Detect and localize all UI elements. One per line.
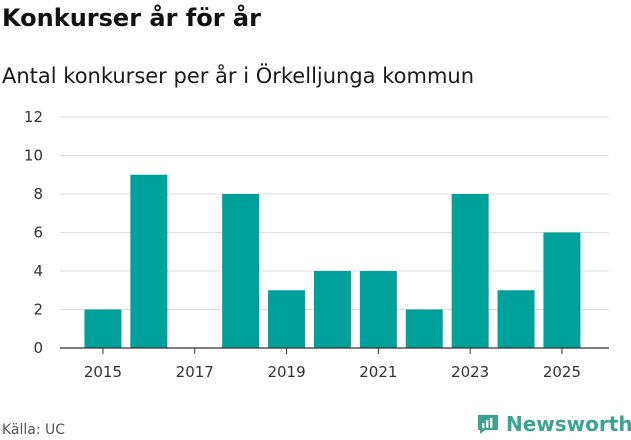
x-tick-label: 2023 <box>451 363 489 381</box>
bar-2018 <box>222 194 260 348</box>
x-tick-label: 2019 <box>267 363 305 381</box>
y-tick-label: 6 <box>33 224 43 242</box>
bar-2025 <box>543 232 581 348</box>
x-tick-label: 2015 <box>84 363 122 381</box>
bar-2019 <box>268 290 306 348</box>
bar-2020 <box>313 271 351 348</box>
bar-2015 <box>84 309 122 348</box>
x-tick-label: 2017 <box>176 363 214 381</box>
bar-2021 <box>359 271 397 348</box>
bar-2022 <box>405 309 443 348</box>
y-tick-label: 4 <box>33 262 43 280</box>
bar-2023 <box>451 194 489 348</box>
brand-logo: Newsworthy <box>476 409 631 439</box>
x-tick-label: 2021 <box>359 363 397 381</box>
y-tick-label: 0 <box>33 339 43 357</box>
brand-name: Newsworthy <box>506 412 631 436</box>
y-tick-label: 10 <box>24 147 43 165</box>
y-tick-label: 2 <box>33 301 43 319</box>
newsworthy-logo-icon <box>476 412 500 436</box>
chart-title: Konkurser år för år <box>2 4 261 32</box>
source-note: Källa: UC <box>2 422 66 438</box>
y-tick-label: 12 <box>24 108 43 126</box>
bar-2024 <box>497 290 535 348</box>
x-tick-label: 2025 <box>543 363 581 381</box>
y-tick-label: 8 <box>33 185 43 203</box>
chart-subtitle: Antal konkurser per år i Örkelljunga kom… <box>2 64 475 88</box>
bar-2016 <box>130 174 168 348</box>
